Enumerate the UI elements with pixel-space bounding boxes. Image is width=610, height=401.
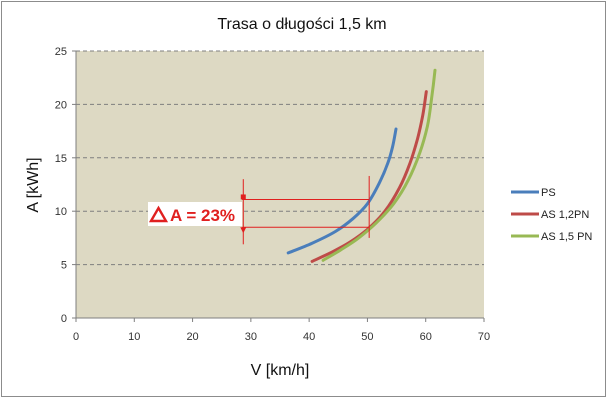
x-tick-label-40: 40 (303, 331, 315, 343)
axes (72, 50, 485, 322)
legend-label-0: PS (541, 187, 556, 199)
series-line-1 (310, 90, 428, 263)
y-axis-label: A [kWh] (25, 157, 42, 212)
x-tick-label-30: 30 (245, 331, 257, 343)
y-tick-label-10: 10 (55, 206, 67, 218)
y-tick-labels: 0 5 10 15 20 25 (55, 46, 67, 325)
y-tick-label-25: 25 (55, 46, 67, 58)
annotation-label: A = 23% (170, 206, 235, 225)
annotation-lower-arrowhead (240, 227, 247, 234)
legend-label-2: AS 1,5 PN (541, 231, 592, 243)
delta-icon (148, 205, 169, 223)
x-axis-label: V [km/h] (251, 362, 310, 379)
series-lines (286, 68, 437, 263)
legend: PS AS 1,2PN AS 1,5 PN (511, 187, 592, 243)
x-tick-labels: 0 10 20 30 40 50 60 70 (73, 331, 490, 343)
x-tick-label-0: 0 (73, 331, 79, 343)
chart-title: Trasa o długości 1,5 km (217, 16, 386, 33)
x-tick-label-70: 70 (478, 331, 490, 343)
y-tick-label-0: 0 (61, 313, 67, 325)
x-tick-label-50: 50 (361, 331, 373, 343)
gridlines (76, 50, 484, 266)
x-tick-label-10: 10 (128, 331, 140, 343)
series-line-0 (286, 127, 398, 255)
series-line-2 (321, 68, 437, 262)
annotation-group: A = 23% (148, 175, 370, 245)
y-tick-label-15: 15 (55, 153, 67, 165)
legend-label-1: AS 1,2PN (541, 209, 589, 221)
y-tick-label-5: 5 (61, 260, 67, 272)
y-tick-label-20: 20 (55, 99, 67, 111)
x-tick-label-60: 60 (420, 331, 432, 343)
x-tick-label-20: 20 (186, 331, 198, 343)
annotation-upper-marker (240, 194, 246, 200)
plot-area (76, 51, 484, 318)
